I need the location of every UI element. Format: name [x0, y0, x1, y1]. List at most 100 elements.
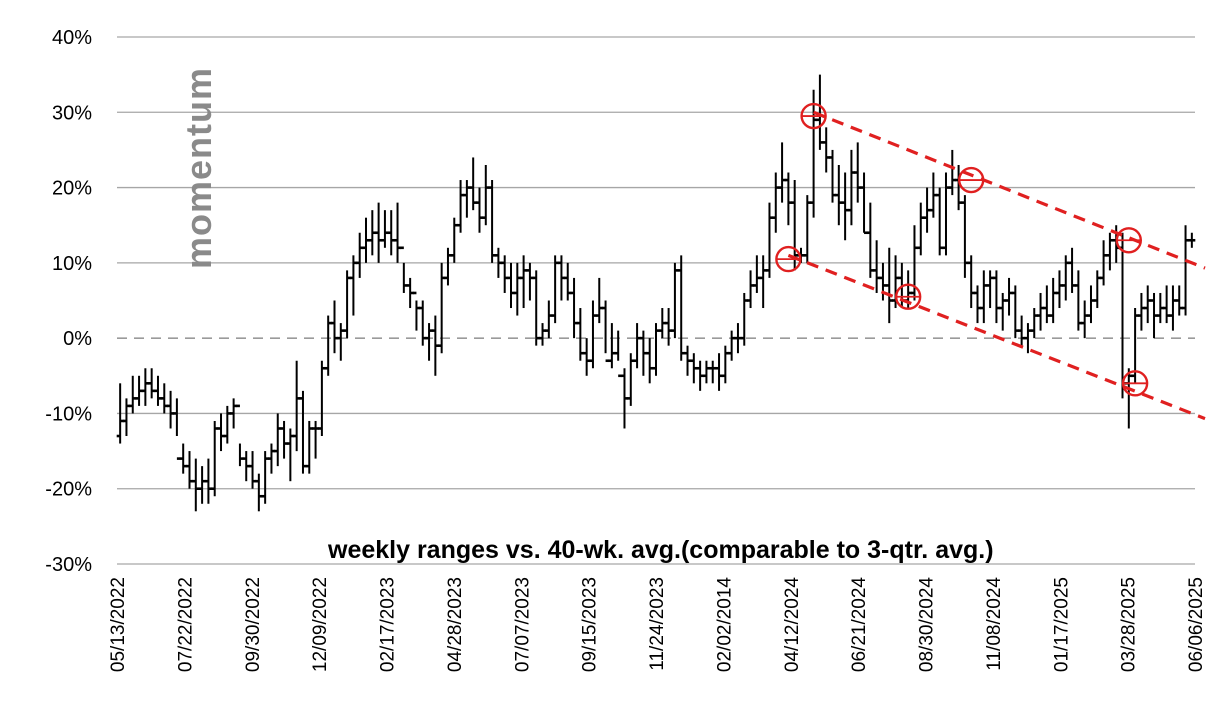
ohlc-bar	[1030, 308, 1038, 339]
ohlc-bar	[1169, 285, 1177, 331]
ohlc-bar	[450, 217, 458, 263]
ohlc-bar	[299, 390, 307, 474]
ohlc-bar	[961, 195, 969, 278]
ohlc-bar	[841, 172, 849, 241]
ohlc-bar	[633, 323, 641, 369]
trend-line	[813, 110, 1206, 270]
ohlc-bar	[942, 172, 950, 256]
ohlc-bar	[948, 149, 956, 196]
ohlc-bar	[992, 270, 1000, 324]
ohlc-bar	[1175, 285, 1183, 316]
ohlc-bar	[368, 210, 376, 256]
ohlc-bar	[658, 308, 666, 339]
ohlc-bar	[929, 172, 937, 218]
ohlc-bar	[217, 413, 225, 452]
ohlc-bar	[1062, 255, 1070, 301]
ohlc-bar	[280, 420, 288, 459]
chart-subtitle: weekly ranges vs. 40-wk. avg.(comparable…	[327, 536, 994, 564]
gridlines	[117, 36, 1195, 565]
x-tick-label: 06/21/2024	[849, 577, 870, 673]
ohlc-bar	[778, 142, 786, 203]
circled-points	[775, 102, 1149, 397]
ohlc-bar	[419, 300, 427, 346]
ohlc-bar	[854, 142, 862, 203]
ohlc-bar	[349, 255, 357, 316]
x-tick-label: 07/07/2023	[512, 577, 533, 672]
ohlc-bar	[501, 255, 509, 293]
ohlc-bar	[476, 187, 483, 233]
x-tick-label: 09/15/2023	[580, 577, 601, 672]
x-tick-label: 08/30/2024	[917, 577, 938, 673]
ohlc-bar	[1049, 277, 1057, 324]
ohlc-bar	[784, 172, 792, 226]
x-tick-label: 02/17/2023	[378, 577, 399, 672]
ohlc-bar	[627, 353, 635, 406]
ohlc-bar	[1005, 277, 1013, 316]
ohlc-bar	[482, 164, 490, 226]
ohlc-bar	[356, 232, 364, 278]
x-tick-label: 04/28/2023	[445, 577, 466, 672]
ohlc-bar	[1011, 285, 1019, 339]
ohlc-bar	[860, 172, 868, 235]
ohlc-bar	[715, 353, 723, 391]
ohlc-bar	[236, 404, 244, 467]
ohlc-bar	[1125, 368, 1133, 429]
ohlc-bar	[167, 390, 175, 429]
y-tick-label: 20%	[52, 178, 92, 200]
ohlc-bar	[1087, 285, 1095, 324]
ohlc-bar	[135, 375, 143, 406]
ohlc-bar	[923, 187, 931, 233]
ohlc-bar	[179, 443, 187, 474]
ohlc-bar	[438, 262, 446, 354]
ohlc-bar	[1081, 300, 1089, 339]
ohlc-bar	[570, 277, 578, 339]
circled-point	[775, 245, 802, 273]
y-tick-label: -30%	[45, 554, 92, 576]
ohlc-bar	[709, 360, 717, 384]
ohlc-bar	[564, 262, 572, 301]
ohlc-bar	[148, 368, 156, 399]
ohlc-bar	[375, 202, 383, 263]
x-tick-label: 07/22/2022	[175, 577, 196, 672]
ohlc-bar	[728, 330, 736, 361]
x-tick-label: 06/06/2025	[1186, 577, 1207, 672]
ohlc-bar	[274, 413, 282, 467]
ohlc-bar	[595, 277, 603, 324]
circled-point	[1121, 370, 1149, 397]
ohlc-bar	[753, 255, 761, 293]
x-tick-label: 09/30/2022	[243, 577, 264, 672]
ohlc-bar	[507, 262, 515, 309]
ohlc-bar	[1106, 232, 1114, 271]
ohlc-bar	[362, 217, 370, 263]
ohlc-bar	[696, 360, 704, 391]
ohlc-bar	[917, 202, 925, 256]
x-tick-label: 04/12/2024	[782, 577, 803, 673]
y-tick-label: 10%	[52, 253, 92, 275]
ohlc-bar	[1150, 292, 1158, 339]
circled-point	[894, 283, 922, 310]
ohlc-bar	[583, 338, 591, 376]
ohlc-bar	[885, 247, 893, 324]
ohlc-bar	[469, 157, 477, 211]
ohlc-bar	[772, 172, 780, 233]
ohlc-bar	[652, 323, 660, 376]
ohlc-bar	[621, 368, 628, 429]
ohlc-bar	[602, 300, 610, 363]
ohlc-bar	[318, 360, 326, 437]
ohlc-bar	[665, 308, 673, 346]
ohlc-bar	[1163, 285, 1171, 324]
y-tick-label: 0%	[63, 328, 92, 350]
ohlc-bar	[198, 466, 206, 504]
y-tick-label: -20%	[45, 479, 92, 501]
ohlc-bar	[381, 210, 389, 248]
ohlc-bar	[1144, 285, 1152, 324]
ohlc-bar	[204, 458, 212, 504]
ohlc-bar	[242, 451, 250, 482]
ohlc-bar	[1043, 285, 1051, 324]
ohlc-bar	[173, 398, 181, 460]
y-tick-label: 40%	[52, 27, 92, 49]
circled-point	[1115, 227, 1143, 254]
ohlc-bar	[154, 375, 162, 406]
ohlc-bar	[589, 300, 597, 369]
ohlc-bar	[766, 202, 773, 278]
